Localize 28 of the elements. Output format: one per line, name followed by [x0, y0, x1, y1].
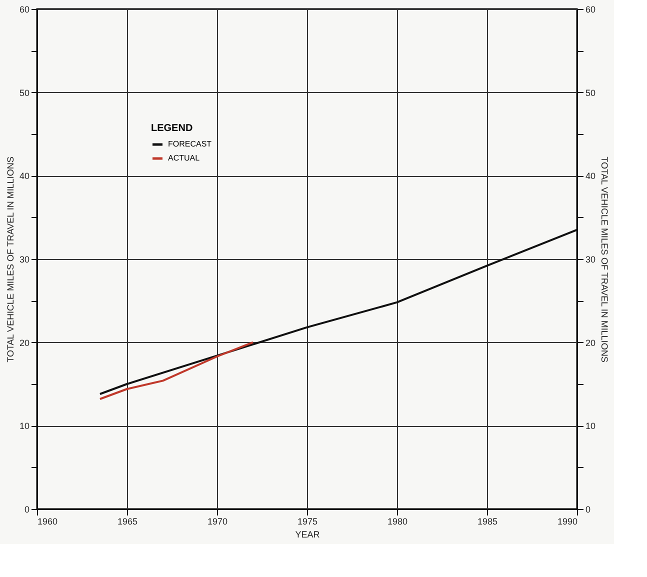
legend-label: FORECAST: [168, 140, 212, 148]
x-tick-label: 1960: [38, 516, 58, 526]
y-tick-label: 50: [19, 88, 30, 98]
y-tick-label: 60: [19, 4, 30, 14]
x-tick-label: 1975: [297, 516, 318, 526]
legend-label: ACTUAL: [168, 154, 200, 162]
y-axis-title: TOTAL VEHICLE MILES OF TRAVEL IN MILLIONS: [5, 156, 16, 362]
x-tick-label: 1980: [387, 516, 408, 526]
y-tick-label: 40: [19, 171, 30, 182]
x-tick-label: 1985: [477, 516, 498, 526]
y2-tick-label: 0: [586, 504, 591, 514]
x-tick-label: 1970: [207, 516, 228, 526]
y-tick-label: 0: [24, 504, 30, 514]
x-axis-title: YEAR: [295, 530, 320, 540]
y2-tick-label: 50: [586, 88, 596, 98]
y2-tick-label: 20: [586, 338, 596, 348]
y2-tick-label: 10: [586, 421, 596, 432]
y2-tick-label: 40: [586, 171, 596, 182]
y-tick-label: 20: [19, 338, 30, 348]
y2-axis-title: TOTAL VEHICLE MILES OF TRAVEL IN MILLIONS: [600, 156, 610, 362]
y-tick-label: 10: [19, 421, 30, 432]
x-tick-label: 1990: [557, 516, 578, 526]
y-tick-label: 30: [19, 254, 30, 264]
y2-tick-label: 60: [586, 4, 596, 14]
x-tick-label: 1965: [117, 516, 138, 526]
line-series: [99, 341, 254, 400]
legend-title: LEGEND: [151, 123, 193, 134]
y2-tick-label: 30: [586, 254, 596, 264]
